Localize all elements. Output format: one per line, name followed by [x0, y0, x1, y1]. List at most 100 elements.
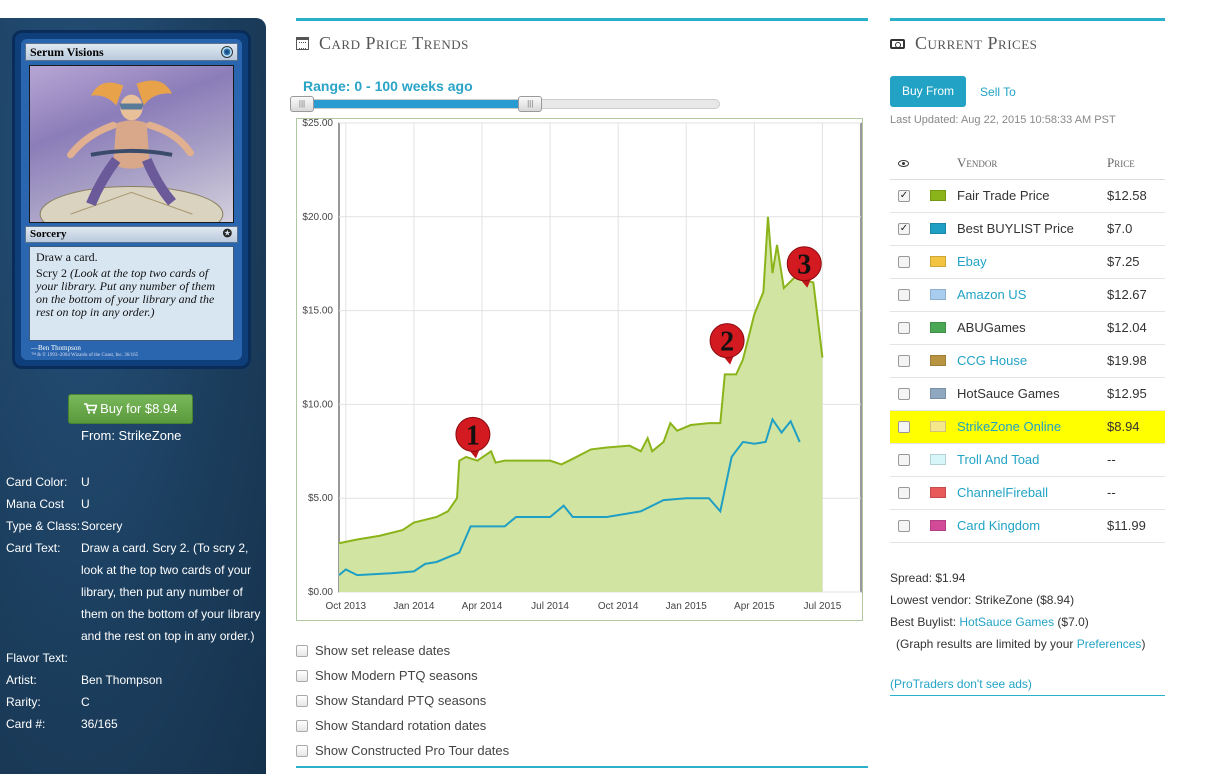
vendor-price: --: [1107, 443, 1165, 477]
chart-options: Show set release dates Show Modern PTQ se…: [296, 638, 509, 763]
buy-button-label: Buy for $8.94: [100, 401, 178, 416]
vendor-visibility-checkbox[interactable]: [898, 255, 910, 268]
vendor-name[interactable]: Amazon US: [957, 287, 1027, 302]
range-slider[interactable]: ||| |||: [290, 96, 720, 112]
section-divider: [296, 18, 868, 21]
spread-text: Spread: $1.94: [890, 570, 966, 585]
vendor-name: HotSauce Games: [957, 386, 1060, 401]
card-name: Serum Visions ◉: [25, 43, 238, 61]
chart-option-checkbox[interactable]: [296, 644, 308, 657]
range-slider-end-handle[interactable]: |||: [518, 96, 543, 112]
x-tick-label: Oct 2014: [598, 601, 639, 612]
chart-option[interactable]: Show set release dates: [296, 638, 509, 663]
vendor-color-swatch: [930, 454, 946, 465]
preferences-link[interactable]: Preferences: [1076, 636, 1142, 651]
price-trends-title-text: Card Price Trends: [319, 33, 469, 53]
card-detail-row: Artist: Ben Thompson: [6, 669, 262, 691]
vendor-visibility-checkbox[interactable]: ✓: [898, 189, 910, 202]
vendor-visibility-checkbox[interactable]: [898, 387, 910, 400]
shopping-cart-icon: [83, 401, 101, 416]
current-prices-title-text: Current Prices: [915, 33, 1038, 53]
visibility-column-header: [890, 148, 930, 180]
annotation-label: 2: [720, 327, 734, 358]
card-type-line: Sorcery ✪: [25, 226, 238, 243]
x-tick-label: Jul 2014: [531, 601, 569, 612]
card-sidebar: Serum Visions ◉: [0, 18, 266, 774]
annotation-bubble: [455, 416, 491, 452]
buy-button[interactable]: Buy for $8.94: [68, 394, 193, 424]
annotation-marker: 1: [455, 416, 491, 459]
vendor-visibility-checkbox[interactable]: [898, 321, 910, 334]
blue-mana-icon: ◉: [221, 46, 233, 58]
vendor-visibility-checkbox[interactable]: [898, 288, 910, 301]
chart-option-checkbox[interactable]: [296, 744, 308, 757]
vendor-visibility-checkbox[interactable]: [898, 453, 910, 466]
vendor-price: $7.25: [1107, 245, 1165, 279]
series-line: [338, 216, 824, 545]
vendor-name[interactable]: ChannelFireball: [957, 485, 1049, 500]
chart-option[interactable]: Show Standard rotation dates: [296, 713, 509, 738]
vendor-row: HotSauce Games $12.95: [890, 377, 1165, 411]
vendor-visibility-checkbox[interactable]: [898, 519, 910, 532]
card-text-line2: Scry 2: [36, 266, 67, 280]
best-buylist-vendor-link[interactable]: HotSauce Games: [959, 614, 1055, 629]
vendor-price: $8.94: [1107, 410, 1165, 444]
chart-option-checkbox[interactable]: [296, 694, 308, 707]
vendor-table: Vendor Price ✓ Fair Trade Price $12.58 ✓ Bes…: [890, 148, 1165, 543]
tab-buy-from[interactable]: Buy From: [890, 76, 967, 107]
vendor-name[interactable]: Ebay: [957, 254, 987, 269]
vendor-visibility-checkbox[interactable]: ✓: [898, 222, 910, 235]
eye-icon: [898, 160, 909, 168]
vendor-visibility-checkbox[interactable]: [898, 420, 910, 433]
vendor-row: Ebay $7.25: [890, 245, 1165, 279]
card-artist-credit: —Ben Thompson: [31, 344, 81, 352]
price-chart-svg: Oct 2013 Jan 2014 Apr 2014 Jul 2014 Oct 2014…: [302, 118, 862, 612]
price-trends-title: Card Price Trends: [296, 33, 868, 54]
card-detail-value: Sorcery: [81, 519, 123, 533]
vendor-row: ABUGames $12.04: [890, 311, 1165, 345]
buy-from-vendor: From: StrikeZone: [81, 428, 182, 443]
vendor-row: Troll And Toad --: [890, 443, 1165, 477]
vendor-name[interactable]: CCG House: [957, 353, 1028, 368]
annotation-marker: 2: [709, 323, 745, 365]
price-tabs: Buy From Sell To: [890, 76, 1165, 107]
vendor-name[interactable]: Card Kingdom: [957, 518, 1041, 533]
x-tick-label: Oct 2013: [326, 601, 367, 612]
card-detail-key: Card Text:: [6, 541, 61, 555]
annotation-bubble: [786, 246, 822, 282]
vendor-name[interactable]: Troll And Toad: [957, 452, 1040, 467]
chart-option[interactable]: Show Standard PTQ seasons: [296, 688, 509, 713]
vendor-price: $12.95: [1107, 377, 1165, 411]
chart-option[interactable]: Show Modern PTQ seasons: [296, 663, 509, 688]
money-icon: [890, 38, 905, 49]
y-tick-label: $10.00: [302, 399, 333, 410]
vendor-visibility-checkbox[interactable]: [898, 354, 910, 367]
vendor-row: ChannelFireball --: [890, 476, 1165, 510]
chart-option-label: Show Standard rotation dates: [315, 718, 487, 733]
protraders-link[interactable]: (ProTraders don't see ads): [890, 677, 1165, 696]
chart-option-checkbox[interactable]: [296, 719, 308, 732]
card-detail-value: Draw a card. Scry 2. (To scry 2, look at…: [81, 541, 261, 643]
annotation-label: 1: [466, 420, 480, 451]
vendor-visibility-checkbox[interactable]: [898, 486, 910, 499]
card-detail-value: [81, 647, 262, 669]
vendor-price: $19.98: [1107, 344, 1165, 378]
range-label: Range: 0 - 100 weeks ago: [303, 78, 473, 94]
card-detail-value: C: [81, 695, 90, 709]
chart-option[interactable]: Show Constructed Pro Tour dates: [296, 738, 509, 763]
vendor-price: --: [1107, 476, 1165, 510]
chart-option-label: Show Modern PTQ seasons: [315, 668, 478, 683]
card-copyright: ™ & © 1993–2004 Wizards of the Coast, In…: [31, 353, 139, 358]
chart-option-checkbox[interactable]: [296, 669, 308, 682]
card-illustration: [29, 65, 234, 223]
vendor-color-swatch: [930, 421, 946, 432]
card-detail-row: Card #: 36/165: [6, 713, 262, 735]
tab-sell-to[interactable]: Sell To: [980, 84, 1016, 99]
vendor-price: $7.0: [1107, 212, 1165, 246]
vendor-color-swatch: [930, 487, 946, 498]
vendor-name[interactable]: StrikeZone Online: [957, 419, 1062, 434]
annotation-bubble: [709, 323, 745, 359]
card-detail-key: Flavor Text:: [6, 651, 68, 665]
card-detail-row: Flavor Text:: [6, 647, 262, 669]
range-slider-start-handle[interactable]: |||: [290, 96, 314, 112]
